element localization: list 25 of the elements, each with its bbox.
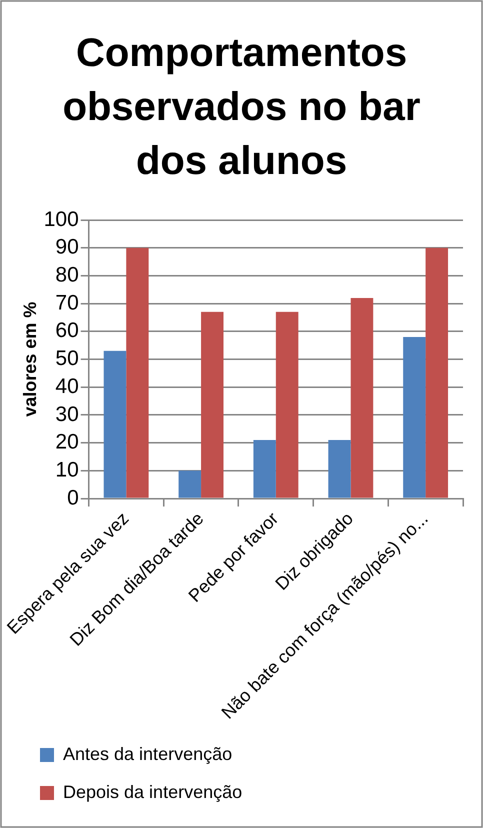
chart-title: Comportamentos observados no bar dos alunos xyxy=(62,31,420,184)
bar xyxy=(350,298,374,498)
bar xyxy=(104,350,126,498)
y-tick-label: 60 xyxy=(55,319,79,342)
y-tick-label: 80 xyxy=(55,264,79,286)
y-tick-label: 100 xyxy=(44,208,79,231)
bar xyxy=(178,470,202,498)
y-tick-label: 50 xyxy=(55,347,79,370)
y-tick-label: 70 xyxy=(55,291,79,314)
y-tick-label: 90 xyxy=(55,236,79,259)
legend-label: Depois da intervenção xyxy=(63,782,242,802)
y-tick-label: 20 xyxy=(55,430,79,454)
legend-label: Antes da intervenção xyxy=(63,744,232,764)
y-tick-label: 30 xyxy=(55,402,79,426)
y-tick-label: 10 xyxy=(55,458,79,482)
y-tick-label: 40 xyxy=(55,374,79,398)
bar xyxy=(126,248,149,498)
y-tick-label: 0 xyxy=(67,486,79,510)
bar xyxy=(253,440,276,498)
bar xyxy=(201,312,224,498)
y-axis-title: valores em % xyxy=(20,302,40,417)
bar xyxy=(328,440,351,498)
bar xyxy=(426,248,448,498)
bar xyxy=(403,336,426,498)
bar xyxy=(276,312,298,498)
